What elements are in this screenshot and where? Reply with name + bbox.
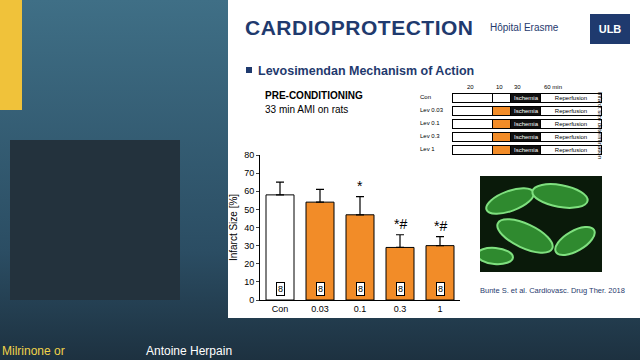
- svg-text:0.3: 0.3: [394, 304, 407, 314]
- html-text:Con: Con: [420, 94, 431, 100]
- html-text:Milrinone or: Milrinone or: [2, 344, 65, 358]
- html-text:Ischemia: Ischemia: [514, 108, 538, 114]
- svg-text:40: 40: [244, 223, 254, 233]
- svg-text:Con: Con: [272, 304, 289, 314]
- svg-text:8: 8: [358, 284, 363, 294]
- html-text:Lev 0.03: Lev 0.03: [420, 107, 443, 113]
- html-text:Levosimendan Mechanism of Acti: Levosimendan Mechanism of Action: [258, 64, 475, 78]
- html-text:PRE-CONDITIONING: PRE-CONDITIONING: [265, 90, 363, 101]
- svg-text:50: 50: [244, 205, 254, 215]
- svg-text:60: 60: [244, 186, 254, 196]
- html-text:Reperfusion: Reperfusion: [554, 147, 588, 153]
- html-text:Ischemia: Ischemia: [514, 95, 538, 101]
- svg-text:30: 30: [244, 241, 254, 251]
- svg-text:1: 1: [437, 304, 442, 314]
- svg-text:*#: *#: [394, 216, 407, 232]
- html-text:Lev 0.1: Lev 0.1: [420, 120, 440, 126]
- svg-text:20: 20: [244, 259, 254, 269]
- html-text:ULB: ULB: [598, 23, 622, 35]
- html-text:33 min AMI on rats: 33 min AMI on rats: [265, 104, 349, 115]
- svg-text:8: 8: [318, 284, 323, 294]
- svg-text:0.1: 0.1: [354, 304, 367, 314]
- svg-text:10: 10: [244, 277, 254, 287]
- svg-text:*#: *#: [434, 218, 447, 234]
- html-text:Ischemia: Ischemia: [514, 121, 538, 127]
- html-text:60 min: 60 min: [544, 84, 562, 90]
- html-text:10: 10: [496, 84, 503, 90]
- html-text:Hôpital Erasme: Hôpital Erasme: [490, 22, 559, 33]
- html-text:CARDIOPROTECTION: CARDIOPROTECTION: [245, 16, 474, 39]
- html-text:30: 30: [514, 84, 521, 90]
- html-text:Reperfusion: Reperfusion: [554, 95, 588, 101]
- svg-text:Infarct Size [%]: Infarct Size [%]: [228, 194, 239, 261]
- html-text:Bunte S. et al. Cardiovasc. Dr: Bunte S. et al. Cardiovasc. Drug Ther. 2…: [480, 286, 625, 295]
- svg-text:*: *: [357, 178, 363, 194]
- svg-text:8: 8: [278, 284, 283, 294]
- html-text:Ischemia: Ischemia: [514, 147, 538, 153]
- svg-text:8: 8: [438, 284, 443, 294]
- html-text:Lev 0.3: Lev 0.3: [420, 133, 440, 139]
- html-text:Infarct size determination: Infarct size determination: [597, 92, 603, 159]
- html-text:Reperfusion: Reperfusion: [554, 108, 588, 114]
- svg-text:0: 0: [249, 295, 254, 305]
- svg-text:0.03: 0.03: [311, 304, 329, 314]
- html-text:Ischemia: Ischemia: [514, 134, 538, 140]
- svg-text:70: 70: [244, 168, 254, 178]
- html-text:Reperfusion: Reperfusion: [554, 121, 588, 127]
- html-text:Reperfusion: Reperfusion: [554, 134, 588, 140]
- html-text:Antoine Herpain: Antoine Herpain: [146, 344, 233, 358]
- html-text:Lev 1: Lev 1: [420, 146, 435, 152]
- html-text:20: 20: [467, 84, 474, 90]
- svg-text:80: 80: [244, 150, 254, 160]
- svg-text:8: 8: [398, 284, 403, 294]
